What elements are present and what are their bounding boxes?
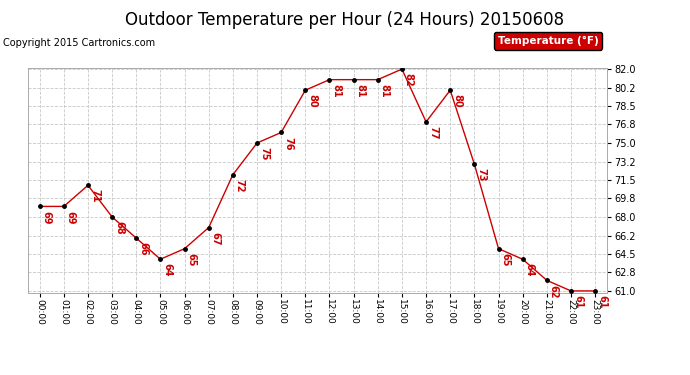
Text: 61: 61 [597,295,607,309]
Text: 65: 65 [500,253,511,266]
Text: 82: 82 [404,73,414,87]
Text: 73: 73 [476,168,486,182]
Text: 65: 65 [186,253,197,266]
Text: 67: 67 [210,232,221,245]
Text: 61: 61 [573,295,583,309]
Text: 66: 66 [138,242,148,256]
Text: 72: 72 [235,179,245,192]
Text: 64: 64 [524,263,535,277]
Text: 81: 81 [355,84,366,98]
Text: 62: 62 [549,285,559,298]
Legend: Temperature (°F): Temperature (°F) [494,32,602,50]
Text: 81: 81 [380,84,390,98]
Text: 80: 80 [307,94,317,108]
Text: Outdoor Temperature per Hour (24 Hours) 20150608: Outdoor Temperature per Hour (24 Hours) … [126,11,564,29]
Text: 76: 76 [283,136,293,150]
Text: 77: 77 [428,126,438,140]
Text: 71: 71 [90,189,100,203]
Text: 68: 68 [114,221,124,235]
Text: 75: 75 [259,147,269,161]
Text: 69: 69 [66,211,76,224]
Text: Copyright 2015 Cartronics.com: Copyright 2015 Cartronics.com [3,38,155,48]
Text: 64: 64 [162,263,172,277]
Text: 69: 69 [41,211,52,224]
Text: 80: 80 [452,94,462,108]
Text: 81: 81 [331,84,342,98]
